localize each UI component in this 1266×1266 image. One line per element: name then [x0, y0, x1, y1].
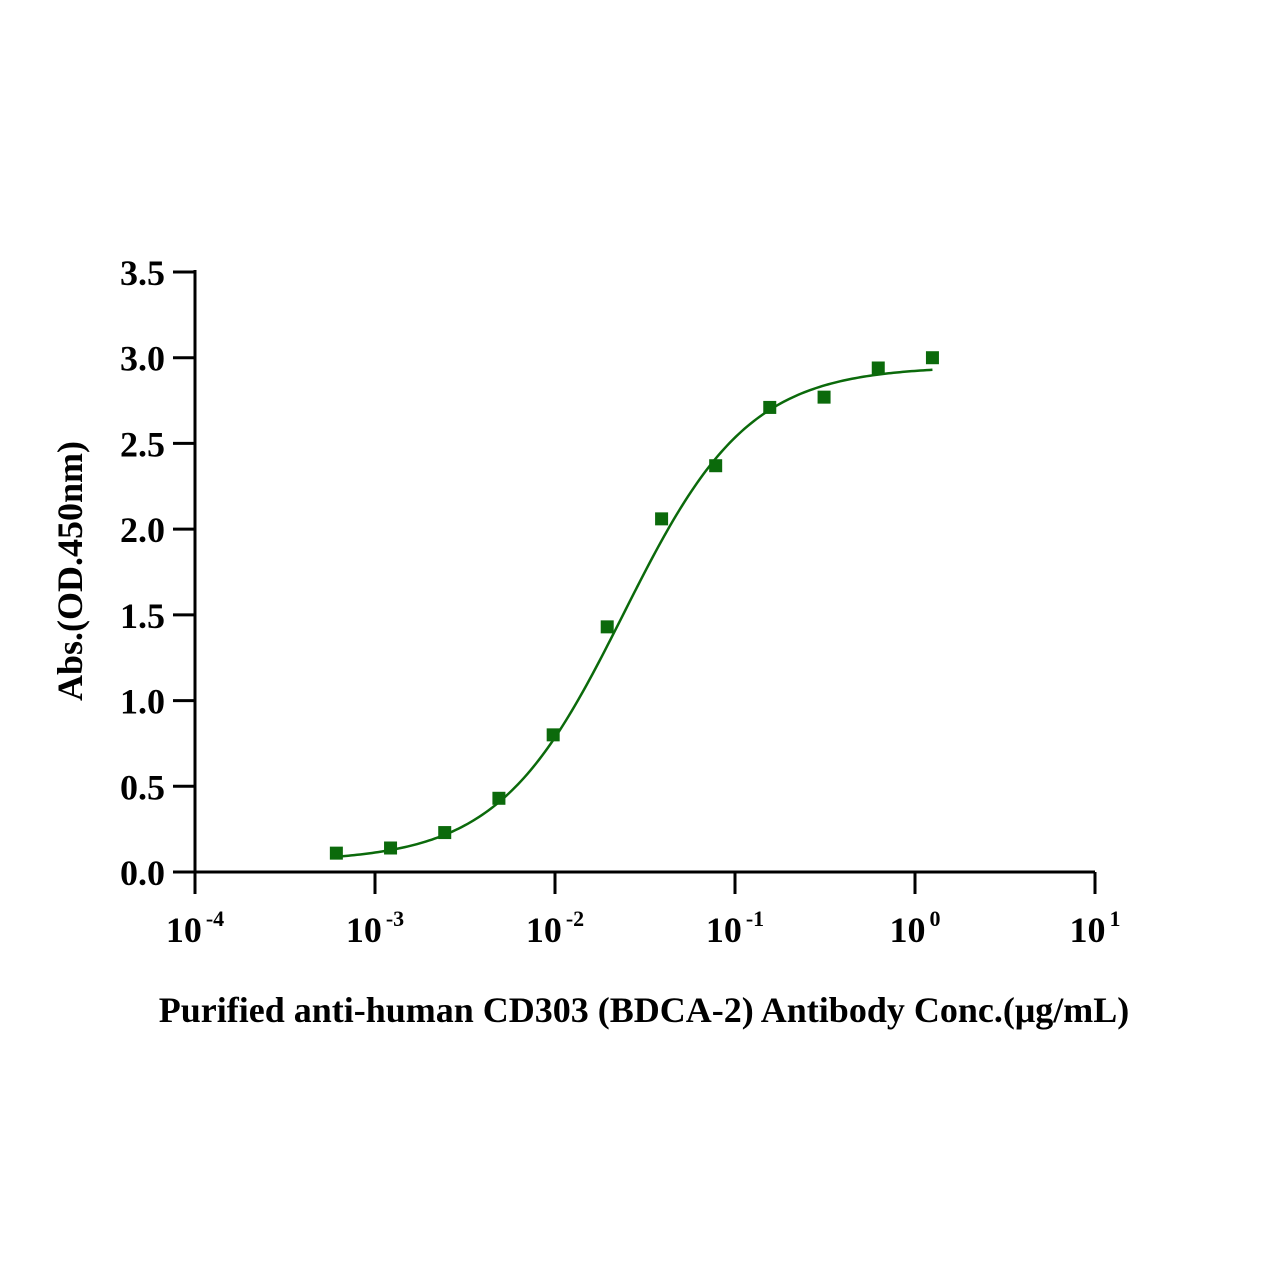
axes [193, 270, 1095, 874]
fit-curve [336, 368, 933, 858]
x-tick-label: 10 0 [890, 906, 941, 950]
y-tick-label: 3.0 [120, 339, 165, 379]
data-point [871, 361, 885, 375]
data-point [763, 400, 777, 414]
data-point [546, 728, 560, 742]
data-point [709, 459, 723, 473]
x-tick-label: 10 -2 [526, 906, 584, 950]
data-point [384, 841, 398, 855]
x-tick-label: 10 -3 [346, 906, 404, 950]
data-point [329, 846, 343, 860]
x-axis-title: Purified anti-human CD303 (BDCA-2) Antib… [159, 990, 1129, 1030]
y-tick-label: 0.0 [120, 853, 165, 893]
x-tick-base: 10 [526, 910, 562, 950]
data-points [329, 351, 939, 860]
x-tick-exponent: 1 [1110, 906, 1121, 931]
x-tick-base: 10 [166, 910, 202, 950]
x-tick-label: 10 -1 [706, 906, 764, 950]
data-point [817, 390, 831, 404]
y-tick-label: 1.0 [120, 682, 165, 722]
x-tick-exponent: -3 [386, 906, 404, 931]
x-tick-exponent: -2 [566, 906, 584, 931]
y-ticks: 0.0 0.5 1.0 1.5 2.0 2.5 3.0 3.5 [120, 253, 195, 893]
y-tick-label: 2.5 [120, 424, 165, 464]
data-point [438, 826, 452, 840]
data-point [492, 791, 506, 805]
data-point [925, 351, 939, 365]
x-tick-label: 10 1 [1070, 906, 1121, 950]
x-tick-base: 10 [1070, 910, 1106, 950]
y-tick-label: 0.5 [120, 767, 165, 807]
x-tick-exponent: -1 [746, 906, 764, 931]
x-tick-base: 10 [890, 910, 926, 950]
y-tick-label: 2.0 [120, 510, 165, 550]
y-axis-title: Abs.(OD.450nm) [50, 441, 90, 701]
y-tick-label: 3.5 [120, 253, 165, 293]
x-tick-base: 10 [346, 910, 382, 950]
x-tick-base: 10 [706, 910, 742, 950]
x-tick-label: 10 -4 [166, 906, 224, 950]
data-point [600, 620, 614, 634]
x-tick-exponent: -4 [206, 906, 224, 931]
x-tick-exponent: 0 [930, 906, 941, 931]
x-ticks: 10 -4 10 -3 10 -2 10 -1 10 0 10 1 [166, 872, 1121, 950]
y-tick-label: 1.5 [120, 596, 165, 636]
data-point [655, 512, 669, 526]
